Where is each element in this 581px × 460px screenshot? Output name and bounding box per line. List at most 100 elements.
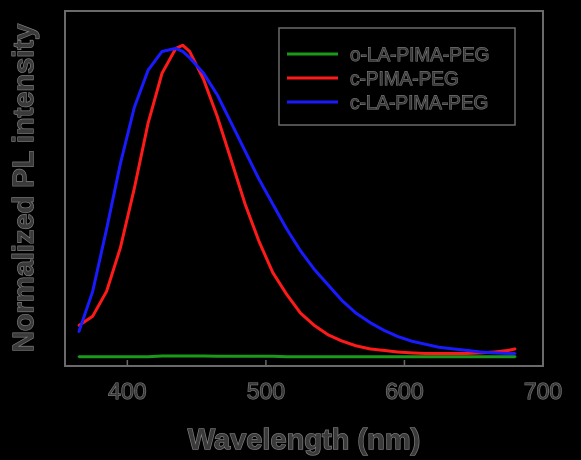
data-point bbox=[368, 321, 372, 324]
data-point bbox=[202, 354, 205, 358]
data-point bbox=[202, 72, 205, 75]
data-point bbox=[133, 355, 136, 358]
data-point bbox=[91, 314, 94, 318]
data-point bbox=[119, 162, 122, 165]
x-axis-title: Wavelength (nm) bbox=[188, 424, 421, 456]
data-point bbox=[507, 355, 510, 358]
x-tick-label: 500 bbox=[247, 378, 285, 404]
series-line bbox=[78, 43, 516, 355]
data-point bbox=[181, 50, 184, 53]
x-axis-ticks: 400 500 600 700 bbox=[108, 360, 563, 405]
data-point bbox=[105, 355, 108, 358]
data-point bbox=[465, 349, 468, 352]
data-point bbox=[465, 352, 468, 355]
data-point bbox=[465, 355, 468, 358]
data-point bbox=[77, 330, 81, 333]
data-point bbox=[174, 354, 178, 358]
data-point bbox=[340, 299, 344, 302]
data-point bbox=[257, 355, 261, 358]
data-point bbox=[216, 355, 219, 358]
data-point bbox=[396, 350, 399, 354]
data-point bbox=[514, 352, 517, 355]
legend-box bbox=[278, 27, 516, 126]
data-point bbox=[410, 339, 413, 343]
data-point bbox=[451, 355, 455, 358]
data-point bbox=[146, 355, 150, 358]
data-point bbox=[396, 355, 399, 358]
data-point bbox=[327, 333, 330, 337]
series-line bbox=[78, 354, 516, 359]
data-point bbox=[146, 121, 150, 125]
data-point bbox=[368, 355, 372, 358]
data-point bbox=[313, 355, 316, 358]
data-point bbox=[354, 311, 358, 315]
x-tick-label: 700 bbox=[524, 378, 562, 404]
data-point bbox=[271, 202, 275, 206]
data-point bbox=[340, 339, 344, 343]
data-point bbox=[299, 249, 302, 252]
x-tick-label: 600 bbox=[385, 378, 423, 404]
data-point bbox=[514, 355, 517, 358]
data-point bbox=[437, 352, 441, 355]
data-point bbox=[507, 352, 510, 355]
data-point bbox=[424, 352, 427, 355]
data-point bbox=[257, 177, 261, 181]
data-point bbox=[216, 115, 219, 119]
series-c-la-pima-peg bbox=[77, 46, 517, 355]
data-point bbox=[216, 93, 219, 97]
data-point bbox=[91, 355, 94, 358]
data-point bbox=[119, 246, 122, 249]
legend-label: c-LA-PIMA-PEG bbox=[350, 93, 488, 114]
data-point bbox=[119, 355, 122, 358]
data-point bbox=[382, 349, 385, 352]
data-point bbox=[230, 121, 233, 125]
data-point bbox=[493, 351, 496, 355]
legend-label: c-PIMA-PEG bbox=[350, 69, 459, 90]
data-point bbox=[243, 149, 247, 153]
data-point bbox=[410, 351, 413, 355]
data-point bbox=[181, 354, 184, 358]
data-point bbox=[271, 271, 275, 274]
data-point bbox=[77, 355, 81, 358]
data-point bbox=[146, 68, 150, 72]
data-point bbox=[299, 355, 302, 358]
data-point bbox=[133, 106, 136, 109]
data-point bbox=[160, 354, 164, 358]
data-point bbox=[493, 355, 496, 358]
data-point bbox=[230, 355, 233, 358]
data-point bbox=[396, 335, 399, 338]
data-point bbox=[243, 355, 247, 358]
data-point bbox=[340, 355, 344, 358]
data-point bbox=[313, 268, 316, 271]
series-c-pima-peg bbox=[77, 43, 517, 355]
data-point bbox=[230, 159, 233, 162]
data-point bbox=[299, 311, 302, 315]
data-point bbox=[437, 346, 441, 349]
data-point bbox=[133, 187, 136, 190]
data-point bbox=[479, 355, 482, 358]
data-point bbox=[382, 328, 385, 332]
data-point bbox=[181, 44, 184, 47]
data-point bbox=[174, 47, 178, 50]
data-point bbox=[313, 324, 316, 327]
legend-entries: o-LA-PIMA-PEG c-PIMA-PEG c-LA-PIMA-PEG bbox=[287, 45, 490, 114]
data-point bbox=[479, 350, 482, 354]
data-point bbox=[368, 347, 372, 351]
data-point bbox=[382, 355, 385, 358]
data-point bbox=[243, 202, 247, 206]
y-axis-title: Normalized PL intensity bbox=[8, 24, 40, 352]
data-point bbox=[285, 293, 288, 296]
legend-label: o-LA-PIMA-PEG bbox=[350, 45, 489, 66]
legend: o-LA-PIMA-PEG c-PIMA-PEG c-LA-PIMA-PEG bbox=[278, 27, 516, 126]
series-line bbox=[77, 46, 516, 355]
data-point bbox=[354, 355, 358, 358]
data-point bbox=[354, 344, 358, 347]
data-point bbox=[160, 50, 164, 53]
data-point bbox=[91, 290, 94, 293]
data-point bbox=[514, 347, 517, 351]
data-point bbox=[451, 352, 455, 355]
data-point bbox=[188, 56, 191, 59]
data-point bbox=[451, 347, 455, 351]
data-point bbox=[285, 355, 288, 358]
